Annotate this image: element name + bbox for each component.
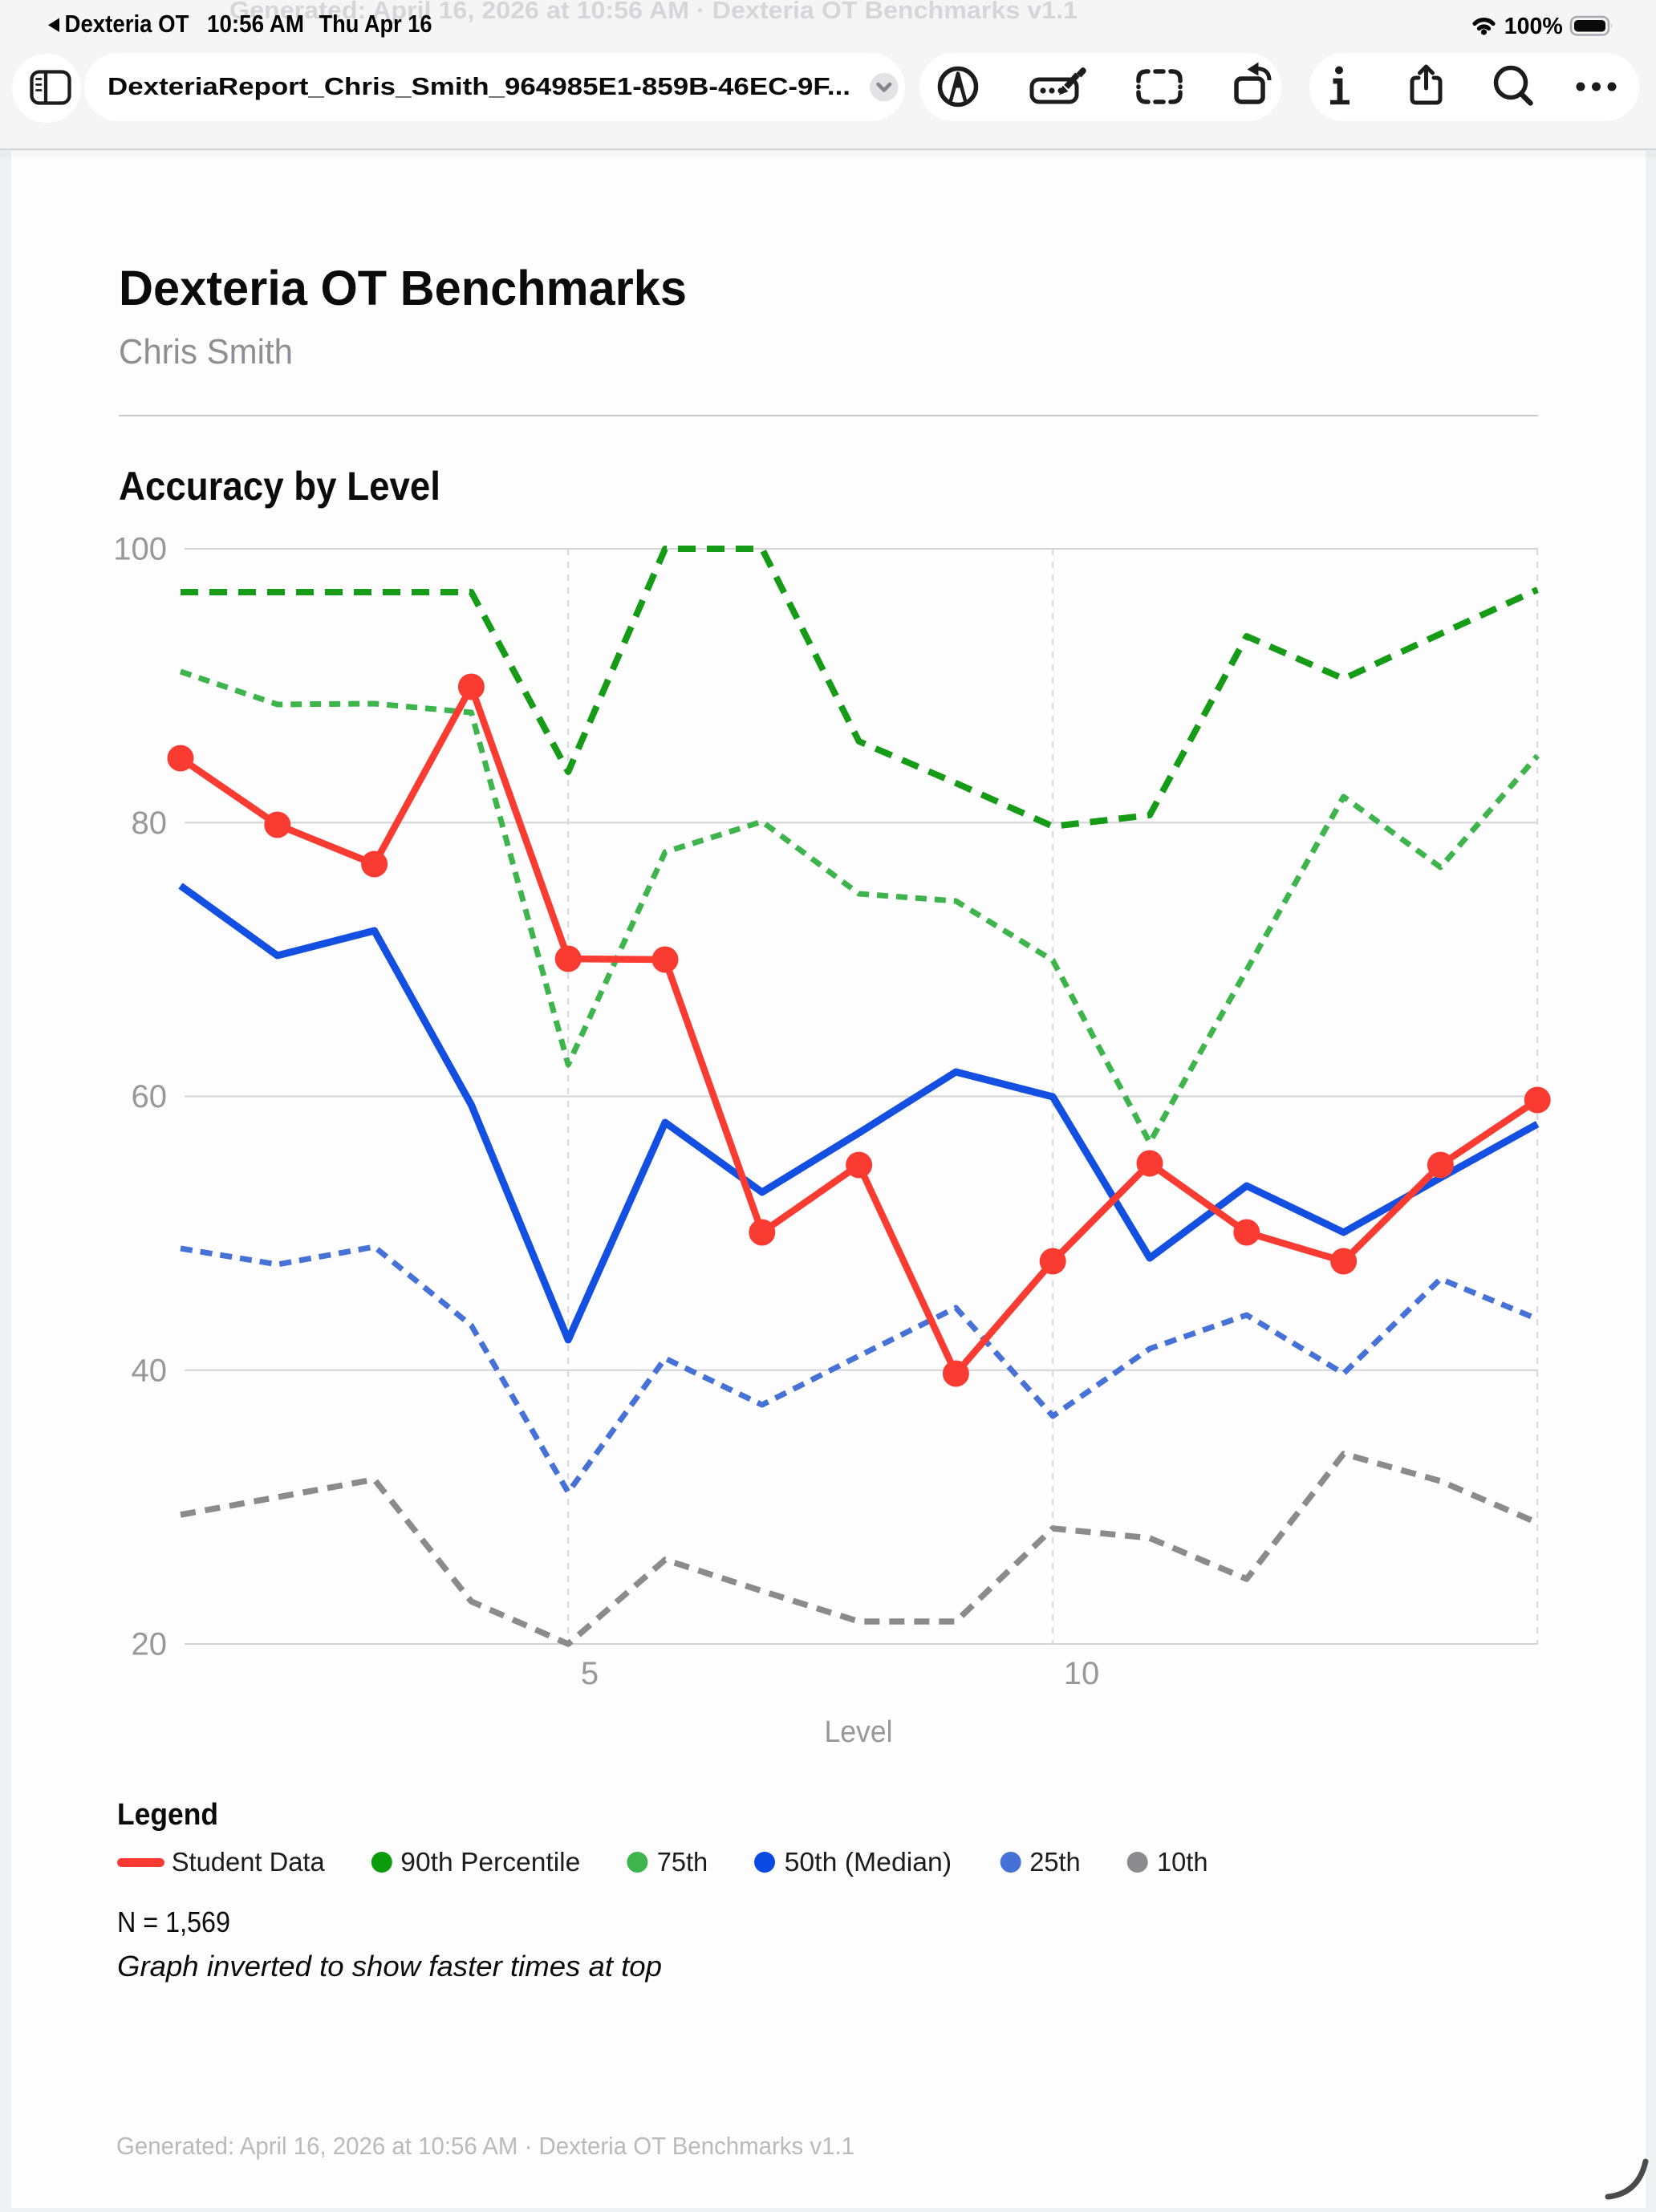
svg-text:10th: 10th	[1157, 1847, 1208, 1877]
svg-text:10: 10	[1064, 1656, 1100, 1691]
svg-text:40: 40	[132, 1353, 168, 1388]
svg-text:90th Percentile: 90th Percentile	[400, 1847, 580, 1877]
svg-text:DexteriaReport_Chris_Smith_964: DexteriaReport_Chris_Smith_964985E1-859B…	[108, 72, 850, 100]
svg-text:Dexteria OT Benchmarks: Dexteria OT Benchmarks	[119, 261, 687, 315]
svg-text:75th: 75th	[657, 1847, 708, 1877]
svg-text:60: 60	[132, 1079, 168, 1114]
svg-text:80: 80	[132, 806, 168, 841]
svg-text:Chris Smith: Chris Smith	[119, 332, 293, 371]
svg-text:10:56 AM: 10:56 AM	[207, 10, 304, 38]
svg-text:100: 100	[113, 532, 167, 567]
svg-text:25th: 25th	[1029, 1847, 1081, 1877]
svg-text:20: 20	[132, 1627, 168, 1662]
svg-text:Accuracy by Level: Accuracy by Level	[119, 464, 440, 509]
svg-text:5: 5	[581, 1656, 599, 1691]
svg-text:Thu Apr 16: Thu Apr 16	[319, 10, 432, 38]
svg-text:Dexteria OT: Dexteria OT	[65, 10, 189, 38]
svg-text:100%: 100%	[1504, 14, 1563, 39]
svg-text:Generated: April 16, 2026 at 1: Generated: April 16, 2026 at 10:56 AM · …	[229, 0, 1078, 24]
svg-text:Graph inverted to show faster: Graph inverted to show faster times at t…	[117, 1950, 662, 1983]
svg-text:Student Data: Student Data	[172, 1847, 326, 1877]
svg-text:50th (Median): 50th (Median)	[785, 1847, 952, 1877]
svg-text:Generated: April 16, 2026 at 1: Generated: April 16, 2026 at 10:56 AM · …	[116, 2132, 854, 2160]
svg-text:Legend: Legend	[117, 1798, 218, 1832]
svg-text:Level: Level	[825, 1715, 893, 1749]
svg-text:N = 1,569: N = 1,569	[117, 1906, 230, 1938]
